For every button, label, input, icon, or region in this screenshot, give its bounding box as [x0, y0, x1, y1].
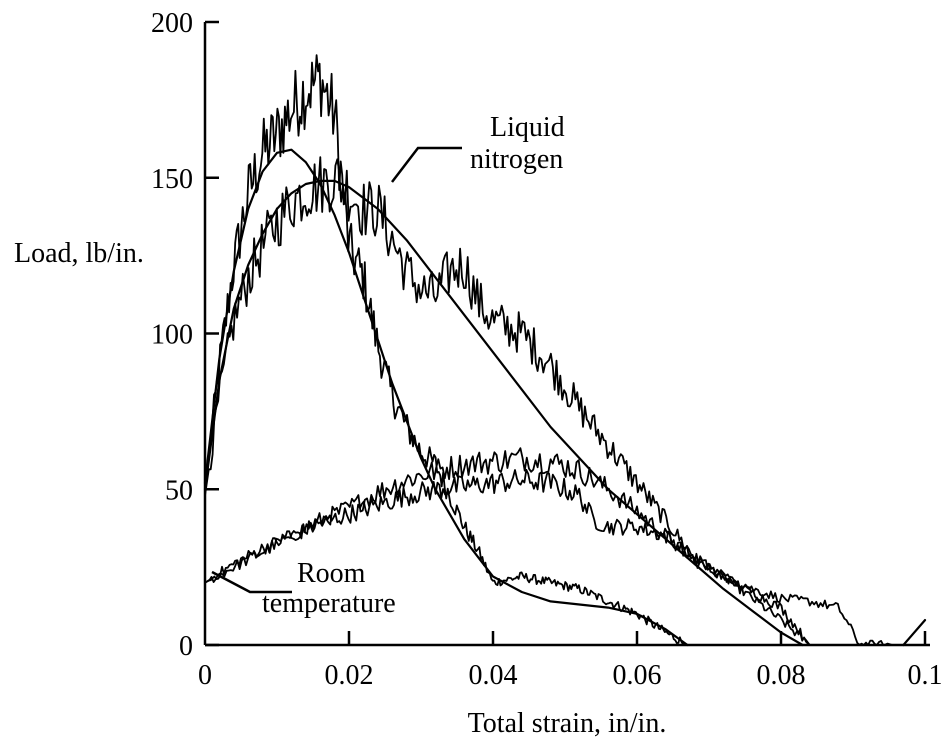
- annotation-room-temperature-leader: [211, 570, 292, 594]
- ticks: [205, 20, 927, 647]
- series-line-5: [204, 447, 897, 646]
- x-tick-label: 0.02: [325, 660, 374, 691]
- x-tick-label: 0: [198, 660, 212, 691]
- tick-labels: 0 50 100 150 200 0 0.02 0.04 0.06 0.08 0.1: [151, 8, 943, 691]
- annotation-liquid-nitrogen: Liquid nitrogen: [391, 112, 565, 183]
- y-tick-label: 50: [165, 475, 193, 506]
- series-line-2: [203, 179, 804, 647]
- y-tick-label: 150: [151, 164, 193, 195]
- series-line-3: [204, 54, 688, 646]
- annotation-liquid-nitrogen-line2: nitrogen: [470, 144, 563, 175]
- series-group: [203, 54, 927, 647]
- axes: [203, 22, 930, 647]
- x-tick-label: 0.08: [757, 660, 806, 691]
- x-tick-label: 0.1: [908, 660, 943, 691]
- x-tick-label: 0.06: [613, 660, 662, 691]
- x-axis-title: Total strain, in/in.: [468, 708, 667, 739]
- y-axis-title: Load, lb/in.: [14, 238, 144, 269]
- y-tick-label: 0: [179, 631, 193, 662]
- annotation-room-temperature: Room temperature: [211, 558, 396, 619]
- series-line-1: [203, 148, 689, 647]
- y-tick-label: 200: [151, 8, 193, 39]
- y-tick-label: 100: [151, 320, 193, 351]
- annotation-liquid-nitrogen-leader: [391, 146, 462, 183]
- series-line-7: [902, 619, 927, 647]
- annotation-liquid-nitrogen-line1: Liquid: [490, 112, 565, 143]
- series-line-6: [204, 468, 811, 646]
- x-tick-label: 0.04: [469, 660, 518, 691]
- annotation-room-temperature-line1: Room: [297, 558, 366, 589]
